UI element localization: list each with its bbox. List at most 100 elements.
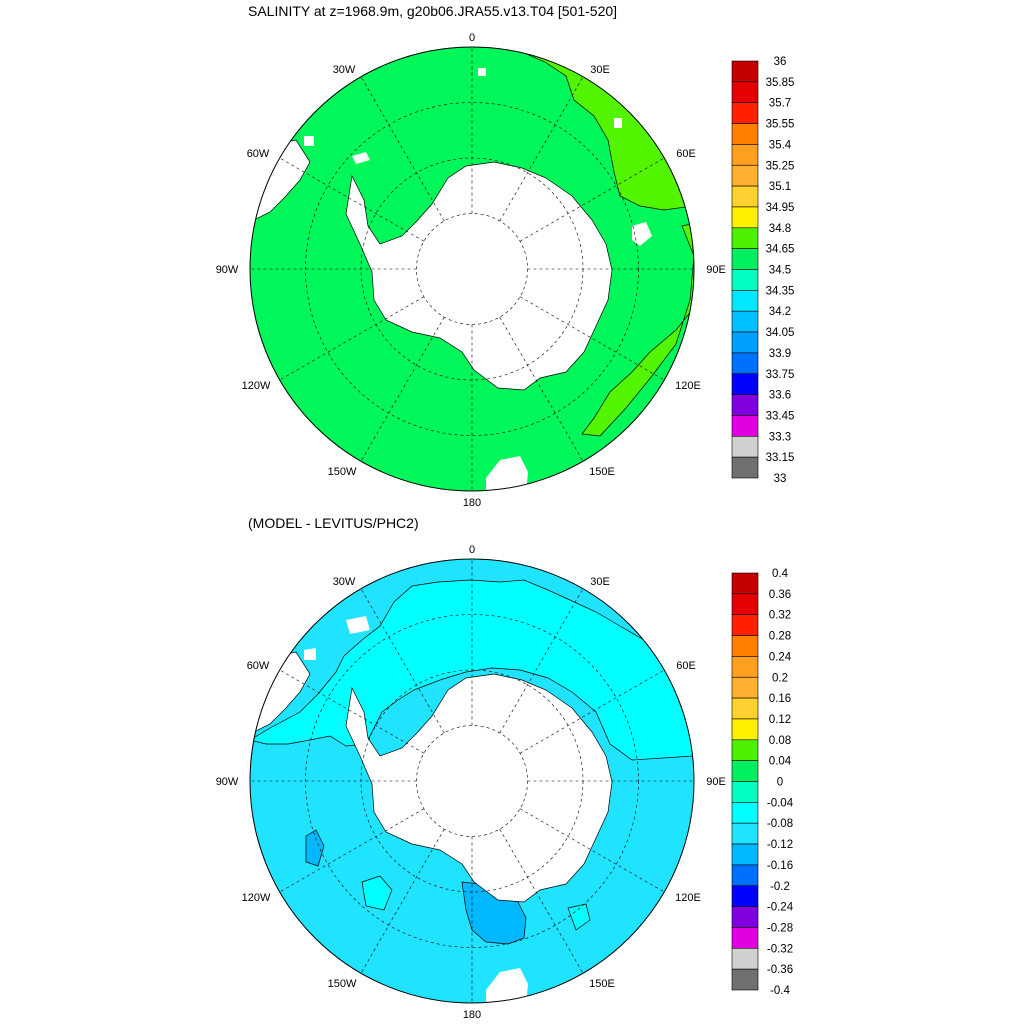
anomaly-patch	[567, 903, 591, 931]
graticule	[250, 47, 694, 491]
longitude-line	[499, 588, 584, 734]
colorbar-label: -0.16	[767, 860, 793, 872]
colorbar-box	[731, 697, 759, 720]
lon-label-180: 180	[463, 1009, 481, 1021]
kerguelen-island	[632, 222, 652, 246]
antarctica-land	[345, 673, 613, 903]
colorbar-label: 35.7	[769, 98, 791, 110]
colorbar-label: 0	[777, 777, 783, 789]
colorbar-label: 35.1	[769, 181, 791, 193]
colorbar-box	[731, 593, 759, 615]
lon-label-150e: 150E	[589, 978, 615, 990]
colorbar-label: 34.05	[766, 327, 795, 339]
colorbar-box	[731, 885, 759, 907]
colorbar-box	[731, 144, 759, 166]
colorbar-box	[731, 185, 759, 208]
island	[304, 136, 314, 146]
colorbar-label: 34.65	[766, 244, 795, 256]
colorbar-label: 0.2	[772, 672, 788, 684]
colorbar-label: 34.5	[769, 265, 791, 277]
salinity-colorbar: 36 35.85 35.7 35.55 35.4 35.25 35.1 34.95 34.8 34…	[731, 56, 795, 485]
colorbar-label: -0.2	[770, 881, 790, 893]
longitude-line	[279, 669, 425, 754]
colorbar-label: -0.24	[767, 902, 794, 914]
colorbar-label: 0.36	[769, 589, 791, 601]
salinity-panel: SALINITY at z=1968.9m, g20b06.JRA55.v13.…	[216, 3, 795, 509]
graticule	[250, 559, 694, 1003]
colorbar-box	[731, 614, 759, 636]
colorbar-label: -0.36	[767, 964, 793, 976]
colorbar-label: 35.25	[766, 160, 795, 172]
longitude-line	[360, 316, 445, 462]
difference-colorbar: 0.4 0.36 0.32 0.28 0.24 0.2 0.16 0.12 0.08 0.04 0 -…	[731, 568, 794, 997]
longitude-line	[519, 157, 665, 242]
colorbar-label: -0.28	[767, 922, 793, 934]
lon-label-60w: 60W	[247, 660, 270, 672]
lon-label-90w: 90W	[216, 776, 239, 788]
antarctica-land	[345, 161, 613, 391]
lon-label-150e: 150E	[589, 466, 615, 478]
colorbar-label: -0.12	[767, 839, 793, 851]
colorbar-box	[731, 676, 759, 699]
longitude-line	[279, 296, 425, 381]
colorbar-label: 0.24	[769, 651, 792, 663]
island	[478, 68, 486, 76]
longitude-labels: 0 30E 60E 90E 120E 150E 180 150W 120W 90…	[216, 32, 726, 509]
salinity-title: SALINITY at z=1968.9m, g20b06.JRA55.v13.…	[248, 3, 617, 19]
anomaly-patch	[361, 875, 393, 911]
colorbar-box	[731, 739, 759, 761]
lon-label-0: 0	[469, 32, 475, 44]
colorbar-box	[731, 227, 759, 249]
colorbar-box	[731, 968, 759, 991]
lon-label-60w: 60W	[247, 148, 270, 160]
difference-map	[249, 558, 695, 1004]
colorbar-label: 33.3	[769, 431, 791, 443]
colorbar-label: 35.55	[766, 119, 795, 131]
longitude-line	[360, 76, 445, 222]
lon-label-30w: 30W	[333, 576, 356, 588]
island	[346, 616, 370, 634]
longitude-labels: 0 30E 60E 90E 120E 150E 180 150W 120W 90…	[216, 544, 726, 1021]
colorbar-label: 35.4	[769, 139, 792, 151]
lon-label-60e: 60E	[676, 148, 696, 160]
colorbar-box	[731, 81, 759, 103]
new-zealand-land	[486, 456, 528, 491]
colorbar-box	[731, 906, 759, 928]
longitude-line	[519, 296, 665, 381]
lon-label-30e: 30E	[590, 576, 610, 588]
colorbar-box	[731, 760, 759, 782]
colorbar-box	[731, 123, 759, 145]
new-zealand-land	[486, 968, 528, 1003]
colorbar-box	[731, 164, 759, 187]
colorbar-label: 0.16	[769, 693, 791, 705]
lon-label-90w: 90W	[216, 264, 239, 276]
colorbar-label: -0.08	[767, 818, 793, 830]
lon-label-120e: 120E	[675, 380, 701, 392]
colorbar-box	[731, 947, 759, 970]
colorbar-box	[731, 635, 759, 657]
colorbar-label: 34.95	[766, 202, 795, 214]
colorbar-box	[731, 248, 759, 270]
colorbar-label: -0.04	[767, 797, 794, 809]
lon-label-0: 0	[469, 544, 475, 556]
lon-label-150w: 150W	[328, 466, 357, 478]
lon-label-180: 180	[463, 497, 481, 509]
colorbar-box	[731, 102, 759, 124]
colorbar-box	[731, 415, 759, 437]
colorbar-box	[731, 802, 759, 824]
colorbar-label: 0.04	[769, 756, 792, 768]
colorbar-label: 0.32	[769, 610, 791, 622]
longitude-line	[360, 828, 445, 974]
salinity-map	[249, 46, 695, 492]
colorbar-box	[731, 394, 759, 416]
colorbar-label: 34.35	[766, 285, 795, 297]
colorbar-label: 0.4	[772, 568, 789, 580]
colorbar-box	[731, 60, 759, 83]
difference-panel: (MODEL - LEVITUS/PHC2)	[216, 515, 794, 1021]
salinity-zone-34-65-east	[581, 221, 694, 437]
difference-title: (MODEL - LEVITUS/PHC2)	[248, 515, 419, 531]
lon-label-120w: 120W	[242, 380, 271, 392]
colorbar-box	[731, 435, 759, 458]
anomaly-patch	[305, 829, 325, 867]
